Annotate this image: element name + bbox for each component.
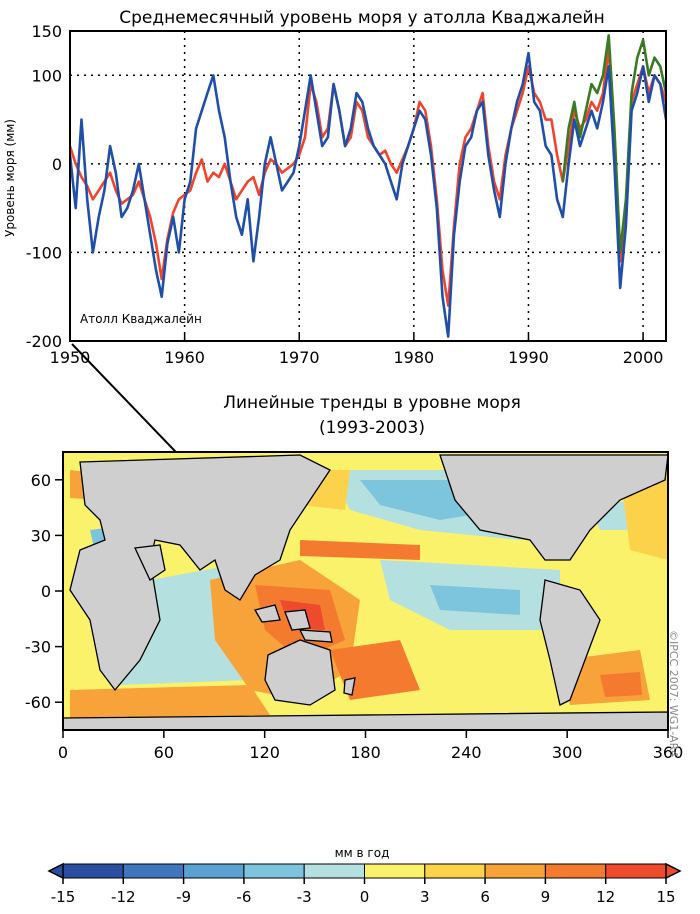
ts-ytick-label: 100	[31, 66, 62, 85]
ts-xtick-label: 1960	[164, 348, 205, 367]
colorbar-tick-label: 0	[360, 888, 370, 906]
colorbar-tick-label: -15	[51, 888, 76, 906]
colorbar-tick-label: -9	[176, 888, 191, 906]
colorbar-segment	[364, 863, 426, 879]
colorbar-segment	[122, 863, 185, 879]
map-yticks: 60 30 0 -30 -60	[25, 471, 63, 712]
colorbar-max-arrow	[665, 862, 682, 880]
colorbar-label: мм в год	[335, 846, 390, 860]
ts-xtick-label: 1980	[393, 348, 434, 367]
map-xticks: 0 60 120 180 240 300 360	[58, 730, 683, 762]
ts-lines	[70, 34, 666, 338]
ts-xtick-label: 1990	[508, 348, 549, 367]
colorbar-segment	[243, 863, 305, 879]
map-ytick-label: 60	[31, 471, 51, 490]
colorbar-min-arrow	[47, 862, 64, 880]
colorbar-segment	[303, 863, 366, 879]
colorbar-segment	[183, 863, 245, 879]
ts-xtick-label: 2000	[623, 348, 664, 367]
ts-series-line-2	[70, 51, 666, 338]
map-xtick-label: 240	[451, 743, 482, 762]
colorbar-tick-label: 15	[656, 888, 675, 906]
colorbar-tick-label: 12	[596, 888, 615, 906]
ts-annotation: Атолл Кваджалейн	[80, 312, 202, 326]
colorbar-segment	[605, 863, 667, 879]
colorbar-tick-label: -6	[236, 888, 251, 906]
map-xtick-label: 120	[249, 743, 280, 762]
ts-ytick-label: -200	[26, 332, 62, 351]
ts-series-line-1	[561, 34, 666, 254]
ts-grid	[70, 31, 666, 341]
colorbar-tick-label: 6	[480, 888, 490, 906]
colorbar-segment	[62, 863, 124, 879]
map-xtick-label: 300	[552, 743, 583, 762]
map-ytick-label: 0	[41, 582, 51, 601]
ts-yticks: 150 100 0 -100 -200	[26, 22, 62, 351]
colorbar-tick-label: 9	[541, 888, 551, 906]
ts-ytick-label: 150	[31, 22, 62, 41]
ts-ylabel: Уровень моря (мм)	[3, 119, 17, 237]
ts-title: Среднемесячный уровень моря у атолла Ква…	[119, 8, 604, 28]
map-xtick-label: 360	[653, 743, 684, 762]
colorbar-segment	[484, 863, 546, 879]
map-xtick-label: 180	[350, 743, 381, 762]
map-xtick-label: 60	[154, 743, 174, 762]
ts-ytick-label: -100	[26, 243, 62, 262]
ts-series-line-0	[70, 47, 666, 307]
colorbar: -15 -12 -9 -6 -3 0 3 6 9 12 15	[47, 862, 682, 906]
credit: ©IPCC 2007: WG1-AR4	[667, 630, 680, 758]
colorbar-segment	[544, 863, 607, 879]
map-subtitle: (1993-2003)	[319, 418, 425, 438]
colorbar-tick-label: -3	[297, 888, 312, 906]
colorbar-tick-label: 3	[420, 888, 430, 906]
ts-ytick-label: 0	[52, 155, 62, 174]
map-title: Линейные тренды в уровне моря	[223, 393, 521, 413]
ts-xtick-label: 1970	[279, 348, 320, 367]
map-ytick-label: -60	[25, 693, 51, 712]
map-xtick-label: 0	[58, 743, 68, 762]
trend-map	[63, 452, 668, 730]
ts-frame	[69, 30, 667, 342]
colorbar-segment	[424, 863, 486, 879]
map-ytick-label: 30	[31, 526, 51, 545]
ts-xticks: 1950 1960 1970 1980 1990 2000	[50, 334, 664, 367]
colorbar-tick-label: -12	[111, 888, 136, 906]
map-ytick-label: -30	[25, 638, 51, 657]
